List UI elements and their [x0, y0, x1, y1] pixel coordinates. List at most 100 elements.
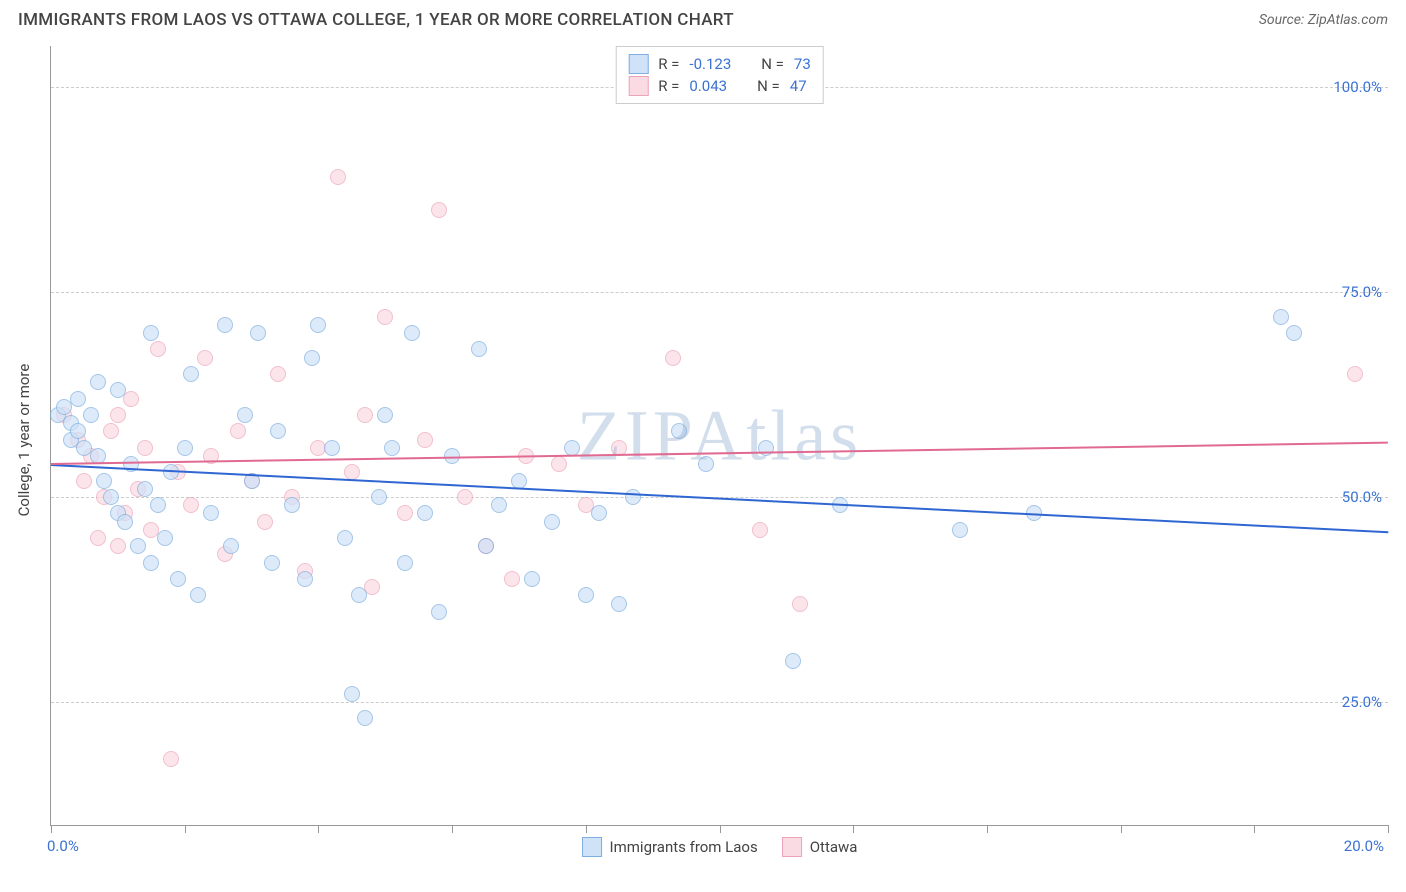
data-point [103, 489, 119, 505]
data-point [431, 604, 447, 620]
data-point [371, 489, 387, 505]
data-point [264, 555, 280, 571]
data-point [70, 391, 86, 407]
data-point [404, 325, 420, 341]
x-tick [720, 825, 721, 833]
swatch-series-a [628, 54, 648, 74]
gridline [51, 292, 1388, 293]
data-point [471, 341, 487, 357]
x-tick [853, 825, 854, 833]
data-point [397, 505, 413, 521]
data-point [511, 473, 527, 489]
data-point [578, 587, 594, 603]
data-point [83, 407, 99, 423]
x-tick [185, 825, 186, 833]
y-tick-label: 25.0% [1342, 693, 1382, 711]
data-point [143, 325, 159, 341]
data-point [785, 653, 801, 669]
legend-item-series-b: Ottawa [782, 837, 858, 857]
swatch-series-b [628, 76, 648, 96]
data-point [270, 366, 286, 382]
data-point [625, 489, 641, 505]
data-point [1347, 366, 1363, 382]
data-point [357, 710, 373, 726]
data-point [417, 505, 433, 521]
x-tick-label: 0.0% [47, 837, 79, 855]
data-point [177, 440, 193, 456]
source-attribution: Source: ZipAtlas.com [1259, 12, 1388, 28]
data-point [110, 538, 126, 554]
data-point [76, 473, 92, 489]
y-tick-label: 100.0% [1333, 78, 1382, 96]
data-point [183, 497, 199, 513]
x-tick [1121, 825, 1122, 833]
data-point [96, 473, 112, 489]
data-point [952, 522, 968, 538]
data-point [197, 350, 213, 366]
data-point [324, 440, 340, 456]
correlation-legend: R = -0.123 N = 73 R = 0.043 N = 47 [615, 46, 824, 104]
data-point [257, 514, 273, 530]
data-point [90, 530, 106, 546]
x-tick [452, 825, 453, 833]
data-point [90, 374, 106, 390]
data-point [792, 596, 808, 612]
data-point [150, 497, 166, 513]
data-point [611, 596, 627, 612]
chart-title: IMMIGRANTS FROM LAOS VS OTTAWA COLLEGE, … [18, 10, 734, 30]
legend-row-series-b: R = 0.043 N = 47 [628, 75, 811, 97]
data-point [457, 489, 473, 505]
data-point [110, 382, 126, 398]
data-point [157, 530, 173, 546]
data-point [1273, 309, 1289, 325]
swatch-series-a-icon [582, 837, 602, 857]
data-point [117, 514, 133, 530]
data-point [230, 423, 246, 439]
trend-line [51, 441, 1388, 465]
x-tick [318, 825, 319, 833]
data-point [284, 497, 300, 513]
data-point [130, 538, 146, 554]
y-tick-label: 50.0% [1342, 488, 1382, 506]
data-point [698, 456, 714, 472]
data-point [564, 440, 580, 456]
data-point [377, 407, 393, 423]
data-point [137, 440, 153, 456]
data-point [337, 530, 353, 546]
legend-label-b: Ottawa [810, 838, 858, 856]
x-tick [987, 825, 988, 833]
data-point [70, 423, 86, 439]
data-point [330, 169, 346, 185]
data-point [1286, 325, 1302, 341]
data-point [377, 309, 393, 325]
data-point [217, 317, 233, 333]
scatter-plot: R = -0.123 N = 73 R = 0.043 N = 47 ZIPAt… [50, 46, 1388, 826]
data-point [183, 366, 199, 382]
data-point [237, 407, 253, 423]
data-point [665, 350, 681, 366]
x-tick-label: 20.0% [1344, 837, 1384, 855]
data-point [344, 686, 360, 702]
data-point [123, 391, 139, 407]
trend-line [51, 464, 1388, 533]
data-point [170, 571, 186, 587]
series-legend: Immigrants from Laos Ottawa [582, 837, 858, 857]
data-point [110, 407, 126, 423]
data-point [591, 505, 607, 521]
chart-area: R = -0.123 N = 73 R = 0.043 N = 47 ZIPAt… [50, 46, 1388, 826]
data-point [304, 350, 320, 366]
x-tick [1388, 825, 1389, 833]
data-point [351, 587, 367, 603]
data-point [752, 522, 768, 538]
data-point [357, 407, 373, 423]
data-point [103, 423, 119, 439]
x-tick [51, 825, 52, 833]
data-point [524, 571, 540, 587]
x-tick [586, 825, 587, 833]
data-point [671, 423, 687, 439]
data-point [137, 481, 153, 497]
data-point [163, 751, 179, 767]
legend-row-series-a: R = -0.123 N = 73 [628, 53, 811, 75]
data-point [297, 571, 313, 587]
watermark: ZIPAtlas [577, 394, 862, 477]
